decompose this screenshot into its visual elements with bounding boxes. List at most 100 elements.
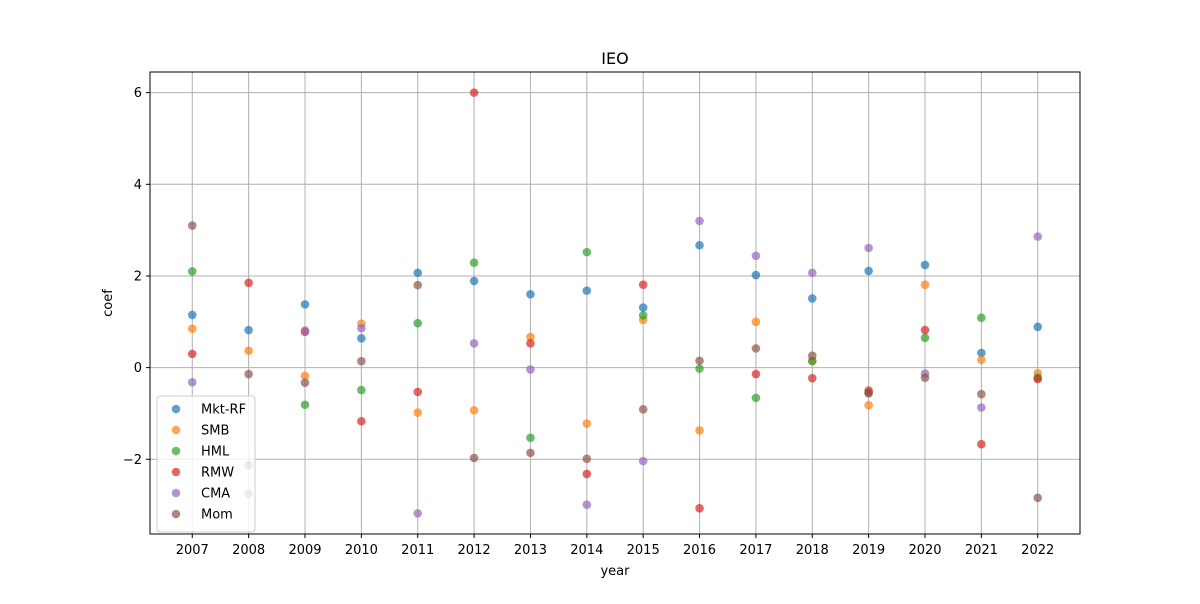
- data-point: [357, 385, 366, 395]
- data-point: [526, 433, 535, 443]
- data-point: [695, 364, 704, 373]
- legend-marker: [171, 467, 181, 477]
- data-point: [807, 351, 817, 361]
- data-points: [187, 88, 1043, 518]
- data-point: [807, 268, 817, 278]
- data-point: [413, 387, 423, 397]
- data-point: [751, 317, 761, 327]
- y-tick-label: 2: [134, 269, 142, 284]
- legend-marker: [171, 446, 181, 456]
- data-point: [1033, 322, 1043, 332]
- data-point: [187, 324, 197, 333]
- data-point: [751, 270, 761, 280]
- data-point: [469, 88, 479, 97]
- legend-label: Mkt-RF: [201, 403, 246, 418]
- legend-marker: [171, 509, 181, 519]
- data-point: [864, 243, 873, 253]
- data-point: [807, 373, 817, 383]
- x-tick-label: 2011: [401, 543, 434, 558]
- plot-frame: [149, 71, 1081, 535]
- data-point: [300, 326, 310, 335]
- data-point: [977, 355, 986, 365]
- legend-marker: [171, 425, 181, 435]
- data-point: [526, 448, 535, 458]
- data-point: [244, 369, 253, 379]
- x-tick-label: 2017: [739, 543, 772, 558]
- data-point: [469, 258, 479, 267]
- data-point: [920, 280, 930, 289]
- data-point: [244, 346, 253, 355]
- data-point: [413, 408, 423, 417]
- x-tick-label: 2012: [458, 543, 491, 558]
- data-point: [638, 405, 648, 414]
- data-point: [469, 405, 479, 415]
- data-point: [413, 280, 423, 290]
- data-point: [751, 251, 761, 261]
- data-point: [920, 333, 930, 343]
- data-point: [413, 509, 423, 518]
- data-point: [357, 323, 366, 333]
- legend-box: [156, 395, 256, 533]
- x-tick-label: 2018: [796, 543, 829, 558]
- data-point: [751, 369, 761, 379]
- data-point: [187, 310, 197, 320]
- data-point: [695, 240, 704, 250]
- legend-marker: [171, 488, 181, 498]
- data-point: [526, 365, 535, 374]
- data-point: [977, 348, 986, 358]
- data-point: [582, 247, 592, 257]
- x-tick-label: 2016: [683, 543, 716, 558]
- data-point: [582, 419, 592, 428]
- data-point: [638, 303, 648, 312]
- data-point: [977, 403, 986, 412]
- series-mkt-rf: [187, 240, 1043, 358]
- x-axis-label: year: [600, 564, 630, 579]
- data-point: [695, 356, 704, 366]
- data-point: [751, 393, 761, 403]
- data-point: [187, 221, 197, 230]
- data-point: [526, 339, 535, 348]
- data-point: [300, 371, 310, 381]
- legend: Mkt-RF SMB HML RMW CMA Mom: [156, 395, 256, 533]
- data-point: [357, 416, 366, 426]
- x-tick-label: 2009: [288, 543, 321, 558]
- data-point: [864, 388, 873, 398]
- data-point: [413, 268, 423, 278]
- data-point: [751, 344, 761, 353]
- data-point: [695, 216, 704, 226]
- data-point: [638, 311, 648, 320]
- data-point: [864, 400, 873, 410]
- data-point: [526, 332, 535, 342]
- data-point: [807, 294, 817, 303]
- y-tick-label: 6: [134, 86, 142, 101]
- data-point: [413, 318, 423, 328]
- data-point: [357, 333, 366, 343]
- data-point: [695, 426, 704, 435]
- grid: [150, 72, 1080, 534]
- x-tick-label: 2010: [345, 543, 378, 558]
- data-point: [864, 266, 873, 276]
- data-point: [977, 389, 986, 399]
- x-axis-ticks: 2007 2008 2009 2010 2011 2012 2013 2014 2015 2016…: [176, 534, 1054, 558]
- data-point: [469, 453, 479, 463]
- y-tick-label: 4: [134, 178, 142, 193]
- y-axis-label: coef: [101, 289, 116, 317]
- y-tick-label: −2: [123, 453, 142, 468]
- legend-label: SMB: [201, 424, 229, 439]
- data-point: [638, 456, 648, 466]
- series-mom: [187, 221, 1043, 503]
- data-point: [920, 325, 930, 335]
- data-point: [977, 439, 986, 449]
- y-axis-ticks: −2 0 2 4 6: [123, 86, 150, 468]
- data-point: [300, 378, 310, 388]
- data-point: [1033, 232, 1043, 241]
- data-point: [920, 260, 930, 270]
- legend-label: Mom: [201, 508, 233, 523]
- data-point: [187, 377, 197, 387]
- x-tick-label: 2014: [570, 543, 603, 558]
- y-tick-label: 0: [134, 361, 142, 376]
- legend-label: RMW: [201, 466, 234, 481]
- data-point: [920, 373, 930, 383]
- data-point: [582, 500, 592, 509]
